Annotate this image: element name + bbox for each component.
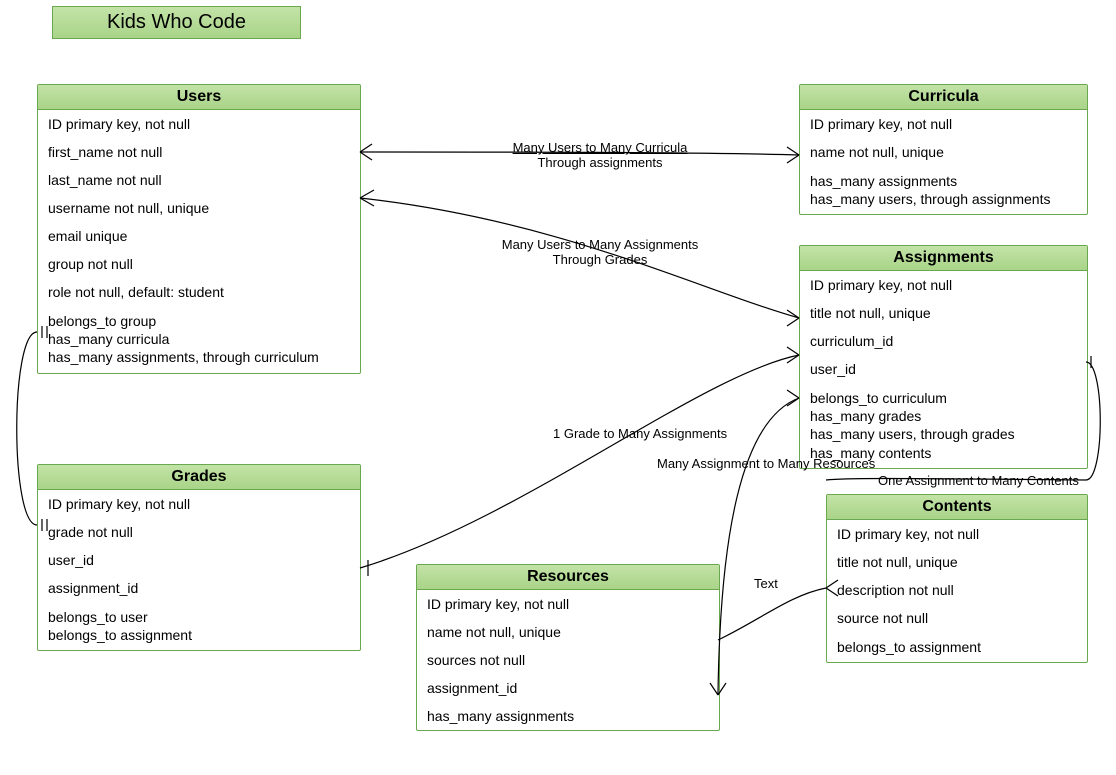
entity-grades-row: user_id — [38, 546, 360, 574]
edge-assignments-resources — [718, 398, 799, 695]
edge-label-line: Through Grades — [490, 252, 710, 267]
diagram-title: Kids Who Code — [52, 6, 301, 39]
edge-label-line: Many Users to Many Assignments — [490, 237, 710, 252]
edge-label-line: One Assignment to Many Contents — [878, 473, 1079, 488]
entity-assignments: Assignments ID primary key, not null tit… — [799, 245, 1088, 469]
entity-grades: Grades ID primary key, not null grade no… — [37, 464, 361, 651]
entity-resources-header: Resources — [417, 565, 719, 590]
entity-contents-relations: belongs_to assignment — [827, 632, 1087, 662]
entity-resources-row: assignment_id — [417, 674, 719, 702]
edge-label-assignments-resources: Many Assignment to Many Resources — [657, 456, 875, 471]
entity-contents-row: source not null — [827, 604, 1087, 632]
edge-label-line: Many Assignment to Many Resources — [657, 456, 875, 471]
entity-grades-header: Grades — [38, 465, 360, 490]
edge-assignments-contents — [1086, 362, 1100, 480]
entity-users-row: username not null, unique — [38, 194, 360, 222]
entity-users-header: Users — [38, 85, 360, 110]
entity-resources-row: has_many assignments — [417, 702, 719, 730]
entity-contents-row: title not null, unique — [827, 548, 1087, 576]
crowfoot-icon — [360, 144, 372, 160]
entity-grades-row: assignment_id — [38, 574, 360, 602]
entity-assignments-row: ID primary key, not null — [800, 271, 1087, 299]
entity-curricula-relations: has_many assignments has_many users, thr… — [800, 166, 1087, 214]
entity-users-row: ID primary key, not null — [38, 110, 360, 138]
edge-label-line: 1 Grade to Many Assignments — [553, 426, 727, 441]
entity-curricula-header: Curricula — [800, 85, 1087, 110]
edge-label-assignments-contents: One Assignment to Many Contents — [878, 473, 1079, 488]
entity-resources-row: ID primary key, not null — [417, 590, 719, 618]
entity-resources: Resources ID primary key, not null name … — [416, 564, 720, 731]
entity-contents-row: description not null — [827, 576, 1087, 604]
entity-grades-row: ID primary key, not null — [38, 490, 360, 518]
edge-label-resources-contents: Text — [754, 576, 778, 591]
entity-contents-row: ID primary key, not null — [827, 520, 1087, 548]
crowfoot-icon — [787, 347, 799, 363]
entity-assignments-row: title not null, unique — [800, 299, 1087, 327]
entity-assignments-row: user_id — [800, 355, 1087, 383]
entity-contents-header: Contents — [827, 495, 1087, 520]
edge-users-grades — [17, 332, 37, 525]
crowfoot-icon — [360, 190, 374, 206]
entity-grades-relations: belongs_to user belongs_to assignment — [38, 602, 360, 650]
entity-resources-row: name not null, unique — [417, 618, 719, 646]
entity-users-row: role not null, default: student — [38, 278, 360, 306]
entity-users-row: email unique — [38, 222, 360, 250]
crowfoot-icon — [787, 147, 799, 163]
edge-label-line: Through assignments — [500, 155, 700, 170]
entity-assignments-row: curriculum_id — [800, 327, 1087, 355]
entity-users: Users ID primary key, not null first_nam… — [37, 84, 361, 374]
entity-users-row: last_name not null — [38, 166, 360, 194]
entity-users-row: group not null — [38, 250, 360, 278]
entity-assignments-header: Assignments — [800, 246, 1087, 271]
entity-curricula: Curricula ID primary key, not null name … — [799, 84, 1088, 215]
crowfoot-icon — [787, 310, 799, 326]
title-text: Kids Who Code — [107, 11, 246, 33]
edge-label-line: Text — [754, 576, 778, 591]
entity-users-relations: belongs_to group has_many curricula has_… — [38, 306, 360, 373]
edge-label-line: Many Users to Many Curricula — [500, 140, 700, 155]
entity-curricula-row: ID primary key, not null — [800, 110, 1087, 138]
crowfoot-icon — [787, 390, 799, 406]
edge-label-users-curricula: Many Users to Many Curricula Through ass… — [500, 140, 700, 170]
edge-resources-contents — [718, 588, 826, 640]
entity-contents: Contents ID primary key, not null title … — [826, 494, 1088, 663]
entity-users-row: first_name not null — [38, 138, 360, 166]
edge-label-users-assignments: Many Users to Many Assignments Through G… — [490, 237, 710, 267]
edge-label-grades-assignments: 1 Grade to Many Assignments — [553, 426, 727, 441]
entity-curricula-row: name not null, unique — [800, 138, 1087, 166]
entity-resources-row: sources not null — [417, 646, 719, 674]
entity-grades-row: grade not null — [38, 518, 360, 546]
